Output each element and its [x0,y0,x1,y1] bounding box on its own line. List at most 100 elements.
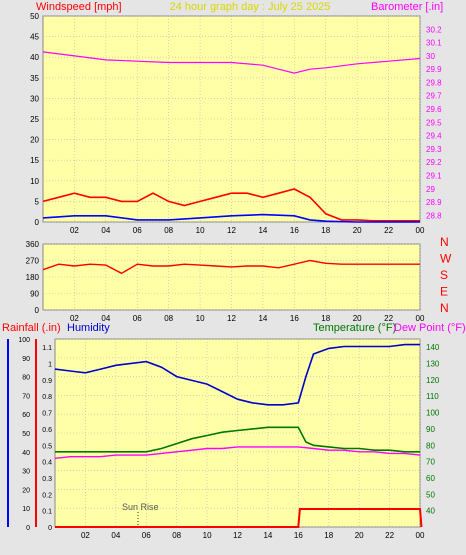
time-tick-label: 10 [196,226,205,235]
windspeed-tick-label: 40 [30,53,39,62]
time-tick-label: 08 [164,314,173,323]
time-tick-label: 12 [227,314,236,323]
wind-direction-grid [43,243,421,311]
direction-axis-ticks: 0 90 180 270 360 [26,240,40,315]
time-tick-label: 12 [233,531,242,540]
rainfall-tick-label: 0.7 [42,411,52,418]
time-tick-label: 22 [385,531,394,540]
temp-humidity-rain-series [54,343,423,528]
rainfall-line [55,508,423,528]
time-tick-label: 16 [290,226,299,235]
barometer-tick-label: 30.1 [426,39,442,48]
windspeed-tick-label: 45 [30,33,39,42]
barometer-tick-label: 28.8 [426,211,442,220]
windspeed-tick-label: 10 [30,177,39,186]
time-tick-label: 06 [133,314,142,323]
time-tick-label: 02 [70,226,79,235]
compass-label: W [440,252,452,266]
barometer-tick-label: 29 [426,185,435,194]
temperature-line [55,426,420,453]
rainfall-tick-label: 0.6 [42,427,52,434]
barometer-tick-label: 30 [426,52,435,61]
humidity-tick-label: 90 [22,356,30,363]
windspeed-line [42,188,420,222]
windspeed-tick-label: 0 [35,218,40,227]
barometer-axis-ticks: 28.8 28.9 29 29.1 29.2 29.3 29.4 29.5 29.6 29.7 29… [426,25,442,220]
time-tick-label: 14 [263,531,272,540]
time-tick-label: 22 [384,226,393,235]
direction-tick-label: 270 [26,257,40,266]
humidity-tick-label: 20 [22,487,30,494]
time-tick-label: 04 [101,314,110,323]
humidity-tick-label: 40 [22,450,30,457]
temperature-tick-label: 120 [426,376,440,385]
compass-label: N [440,235,449,249]
wind-average-line [42,213,420,223]
time-tick-label: 10 [196,314,205,323]
windspeed-axis-title: Windspeed [mph] [36,1,122,13]
humidity-tick-label: 100 [18,337,30,344]
windspeed-tick-label: 15 [30,156,39,165]
wind-time-axis-ticks: 02 04 06 08 10 12 14 16 18 20 22 00 [70,226,425,235]
time-tick-label: 04 [101,226,110,235]
barometer-tick-label: 29.5 [426,118,442,127]
time-tick-label: 20 [355,531,364,540]
rainfall-tick-label: 1.1 [42,345,52,352]
temperature-tick-label: 90 [426,425,435,434]
time-tick-label: 14 [258,226,267,235]
temperature-tick-label: 70 [426,458,435,467]
windspeed-tick-label: 50 [30,12,39,21]
direction-time-axis-ticks: 02 04 06 08 10 12 14 16 18 20 22 00 [70,314,425,323]
dewpoint-axis-title: Dew Point (°F) [394,322,466,334]
temperature-tick-label: 100 [426,409,440,418]
windspeed-axis-ticks: 0 5 10 15 20 25 30 35 40 45 50 [30,12,39,227]
humidity-tick-label: 60 [22,412,30,419]
barometer-tick-label: 29.6 [426,105,442,114]
temperature-tick-label: 60 [426,474,435,483]
rainfall-tick-label: 0.3 [42,476,52,483]
windspeed-tick-label: 25 [30,115,39,124]
compass-label: E [440,285,448,299]
wind-direction-series [42,259,420,275]
barometer-tick-label: 29.8 [426,78,442,87]
time-tick-label: 02 [70,314,79,323]
humidity-tick-label: 80 [22,375,30,382]
direction-tick-label: 180 [26,273,40,282]
time-tick-label: 14 [258,314,267,323]
barometer-tick-label: 28.9 [426,198,442,207]
time-tick-label: 20 [353,226,362,235]
humidity-tick-label: 30 [22,469,30,476]
barometer-tick-label: 29.3 [426,145,442,154]
time-tick-label: 16 [294,531,303,540]
time-tick-label: 18 [321,226,330,235]
temperature-tick-label: 50 [426,490,435,499]
time-tick-label: 06 [142,531,151,540]
humidity-axis-title: Humidity [67,322,110,334]
humidity-line [54,343,420,406]
temperature-axis-ticks: 40 50 60 70 80 90 100 110 120 130 140 [426,343,440,515]
barometer-tick-label: 29.7 [426,92,442,101]
temperature-tick-label: 40 [426,507,435,516]
sunrise-label: Sun Rise [122,502,159,512]
time-tick-label: 20 [353,314,362,323]
wind-barometer-series [42,51,421,223]
time-tick-label: 00 [416,531,425,540]
rainfall-tick-label: 0.5 [42,443,52,450]
barometer-tick-label: 29.9 [426,65,442,74]
humidity-tick-label: 10 [22,506,30,513]
rainfall-axis-ticks: 0 0.1 0.2 0.3 0.4 0.5 0.6 0.7 0.8 0.9 1 1.1 [42,345,52,532]
compass-label: N [440,301,449,315]
humidity-tick-label: 50 [22,431,30,438]
rainfall-tick-label: 0.4 [42,460,52,467]
temperature-tick-label: 110 [426,392,439,401]
temperature-tick-label: 80 [426,441,435,450]
temperature-tick-label: 140 [426,343,440,352]
direction-tick-label: 0 [35,306,40,315]
barometer-tick-label: 29.2 [426,158,442,167]
dewpoint-line [54,446,421,459]
